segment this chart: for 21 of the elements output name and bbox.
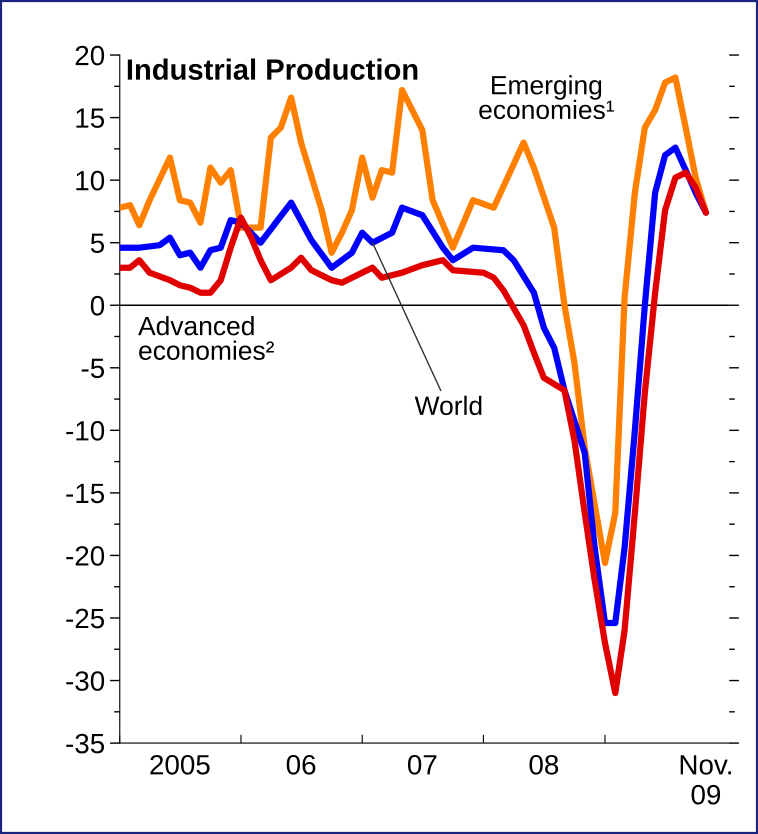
y-tick-label: -10 <box>66 421 104 441</box>
x-tick-label: 06 <box>286 754 316 775</box>
chart-title: Industrial Production <box>128 58 418 80</box>
y-tick-label: -20 <box>66 546 104 566</box>
x-tick-label: Nov. 09 <box>680 755 731 805</box>
y-tick-label: -30 <box>66 671 104 691</box>
series-label: Emerging economies¹ <box>479 75 614 120</box>
y-tick-label: 0 <box>90 296 104 316</box>
y-tick-label: 15 <box>76 108 104 128</box>
y-tick-label: -25 <box>66 608 104 628</box>
y-tick-label: -15 <box>66 484 104 504</box>
y-tick-label: 10 <box>76 170 104 190</box>
x-tick-label: 2005 <box>150 754 210 775</box>
series-label: Advanced economies² <box>138 316 274 360</box>
y-tick-label: -35 <box>66 734 104 754</box>
annotation: World <box>414 396 482 416</box>
x-tick-label: 07 <box>408 754 436 775</box>
y-tick-label: -5 <box>82 358 104 378</box>
y-tick-label: 5 <box>90 234 104 254</box>
y-tick-label: 20 <box>76 46 104 66</box>
x-tick-label: 08 <box>530 754 558 775</box>
